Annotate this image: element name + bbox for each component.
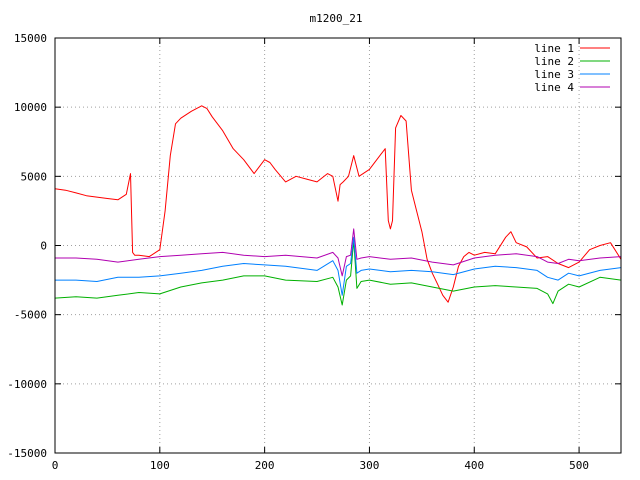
y-tick-label: 5000 <box>21 170 48 183</box>
legend-label: line 1 <box>534 42 574 55</box>
x-tick-label: 500 <box>569 459 589 472</box>
x-tick-label: 300 <box>360 459 380 472</box>
y-tick-label: 10000 <box>14 101 47 114</box>
legend-label: line 4 <box>534 81 574 94</box>
x-tick-label: 200 <box>255 459 275 472</box>
plot-lines <box>54 105 622 306</box>
x-tick-label: 400 <box>464 459 484 472</box>
chart-title: m1200_21 <box>310 12 363 25</box>
y-tick-label: -15000 <box>7 447 47 460</box>
legend-label: line 3 <box>534 68 574 81</box>
x-tick-label: 100 <box>150 459 170 472</box>
series-line-1 <box>54 105 622 303</box>
grid <box>55 38 621 453</box>
series-line-3 <box>55 236 622 296</box>
y-tick-label: -5000 <box>14 309 47 322</box>
axis-ticks: -15000 -10000 -5000 0 5000 10000 15000 0 100 200 3… <box>7 32 621 472</box>
y-tick-label: -10000 <box>7 378 47 391</box>
legend-label: line 2 <box>534 55 574 68</box>
x-tick-label: 0 <box>52 459 59 472</box>
y-tick-label: 0 <box>40 240 47 253</box>
y-tick-label: 15000 <box>14 32 47 45</box>
series-line-4 <box>55 228 622 277</box>
